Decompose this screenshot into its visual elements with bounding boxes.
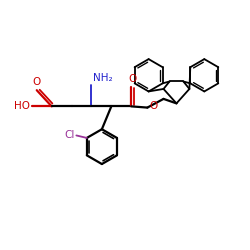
Text: HO: HO bbox=[14, 101, 30, 111]
Text: O: O bbox=[128, 74, 136, 84]
Text: NH₂: NH₂ bbox=[93, 73, 113, 83]
Text: O: O bbox=[150, 100, 158, 110]
Text: O: O bbox=[32, 77, 41, 87]
Text: Cl: Cl bbox=[64, 130, 75, 140]
